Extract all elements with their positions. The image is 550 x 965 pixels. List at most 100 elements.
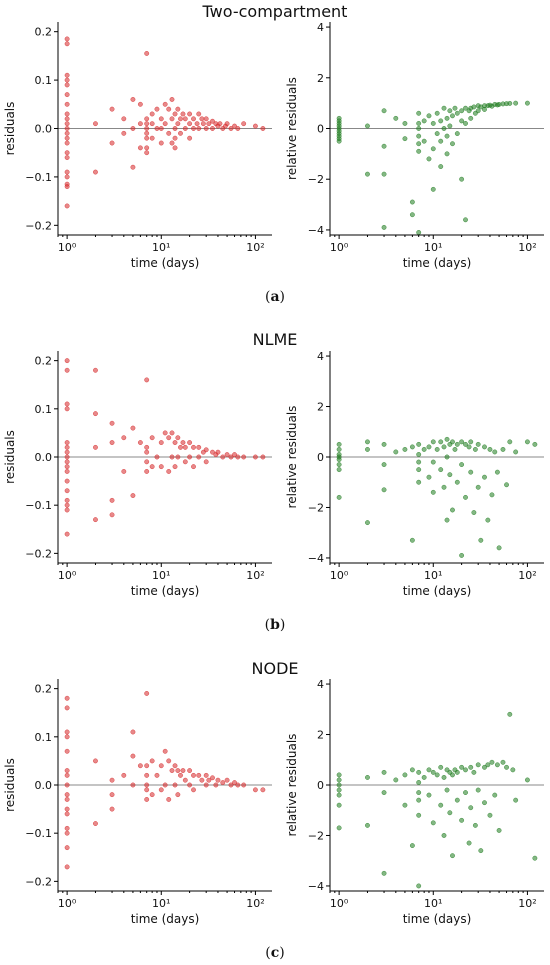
- scatter-point: [93, 517, 98, 523]
- scatter-point: [489, 492, 495, 498]
- scatter-point: [532, 441, 538, 447]
- scatter-point: [336, 467, 342, 473]
- scatter-point: [169, 140, 175, 146]
- scatter-point: [496, 827, 502, 833]
- scatter-point: [260, 126, 266, 131]
- scatter-point: [381, 870, 387, 876]
- scatter-point: [178, 130, 183, 136]
- scatter-point: [452, 446, 458, 452]
- scatter-point: [187, 111, 193, 117]
- scatter-point: [532, 855, 538, 861]
- scatter-point: [191, 444, 196, 450]
- y-axis-label: residuals: [3, 430, 17, 484]
- scatter-point: [162, 101, 168, 107]
- scatter-point: [144, 121, 150, 127]
- scatter-point: [336, 462, 342, 468]
- scatter-point: [196, 454, 202, 460]
- scatter-point: [471, 769, 477, 775]
- scatter-point: [402, 446, 408, 452]
- y-tick-label: 0: [317, 451, 324, 464]
- scatter-point: [496, 545, 502, 551]
- y-tick-label: 2: [317, 401, 324, 414]
- scatter-point: [444, 436, 450, 442]
- scatter-point: [64, 864, 70, 870]
- x-tick-label: 10⁰: [330, 897, 349, 910]
- scatter-point: [466, 444, 472, 450]
- scatter-point: [144, 130, 150, 136]
- scatter-point: [220, 780, 226, 786]
- scatter-point: [64, 174, 70, 180]
- scatter-point: [468, 439, 474, 445]
- scatter-point: [64, 497, 70, 503]
- scatter-point: [336, 825, 342, 831]
- scatter-point: [121, 772, 127, 778]
- scatter-point: [494, 469, 500, 475]
- scatter-point: [260, 454, 266, 460]
- scatter-point: [468, 805, 474, 811]
- scatter-point: [241, 454, 247, 460]
- scatter-point: [154, 106, 160, 112]
- scatter-point: [430, 459, 436, 465]
- scatter-point: [64, 705, 70, 711]
- y-axis-label: relative residuals: [285, 77, 299, 180]
- scatter-point: [169, 430, 175, 436]
- scatter-point: [441, 444, 447, 450]
- scatter-point: [64, 406, 70, 412]
- scatter-point: [468, 115, 474, 121]
- scatter-point: [64, 92, 70, 98]
- scatter-point: [454, 797, 460, 803]
- scatter-point: [447, 108, 453, 114]
- x-tick-label: 10⁰: [330, 241, 349, 254]
- scatter-point: [166, 435, 172, 441]
- scatter-point: [336, 494, 342, 500]
- scatter-point: [450, 141, 455, 147]
- scatter-point: [421, 446, 427, 452]
- scatter-point: [194, 121, 200, 127]
- y-tick-label: 2: [317, 729, 324, 742]
- x-tick-label: 10¹: [424, 241, 442, 254]
- scatter-point: [416, 883, 422, 889]
- scatter-point: [149, 135, 155, 141]
- scatter-point: [365, 439, 370, 445]
- scatter-point: [416, 459, 422, 465]
- scatter-point: [463, 105, 468, 111]
- scatter-point: [175, 454, 181, 460]
- scatter-point: [109, 792, 115, 798]
- scatter-point: [64, 845, 70, 851]
- scatter-point: [64, 41, 70, 47]
- scatter-point: [463, 441, 468, 447]
- scatter-point: [144, 797, 150, 802]
- scatter-point: [187, 135, 193, 141]
- y-tick-label: −4: [308, 880, 324, 893]
- scatter-point: [154, 454, 160, 460]
- scatter-point: [130, 493, 136, 498]
- scatter-point: [191, 464, 196, 470]
- scatter-point: [434, 446, 440, 452]
- scatter-point: [199, 116, 205, 122]
- scatter-point: [93, 121, 98, 127]
- y-tick-label: 4: [317, 678, 324, 691]
- scatter-point: [438, 439, 444, 445]
- scatter-point: [166, 469, 172, 474]
- x-tick-label: 10¹: [152, 241, 170, 254]
- scatter-point: [402, 772, 408, 778]
- scatter-point: [426, 792, 432, 798]
- scatter-point: [336, 138, 342, 144]
- scatter-point: [64, 135, 70, 141]
- scatter-point: [172, 763, 178, 769]
- scatter-point: [109, 106, 115, 112]
- y-tick-label: −0.1: [25, 827, 52, 840]
- scatter-point: [441, 774, 447, 780]
- scatter-point: [180, 111, 186, 117]
- scatter-point: [416, 467, 422, 473]
- scatter-point: [393, 777, 399, 783]
- y-tick-label: 0: [317, 779, 324, 792]
- scatter-point: [454, 441, 460, 447]
- scatter-point: [492, 792, 498, 798]
- scatter-point: [524, 777, 530, 783]
- scatter-point: [93, 758, 98, 764]
- scatter-point: [336, 457, 342, 462]
- scatter-point: [381, 462, 387, 468]
- subfigure-label-c: (c): [265, 945, 284, 961]
- scatter-point: [64, 806, 70, 812]
